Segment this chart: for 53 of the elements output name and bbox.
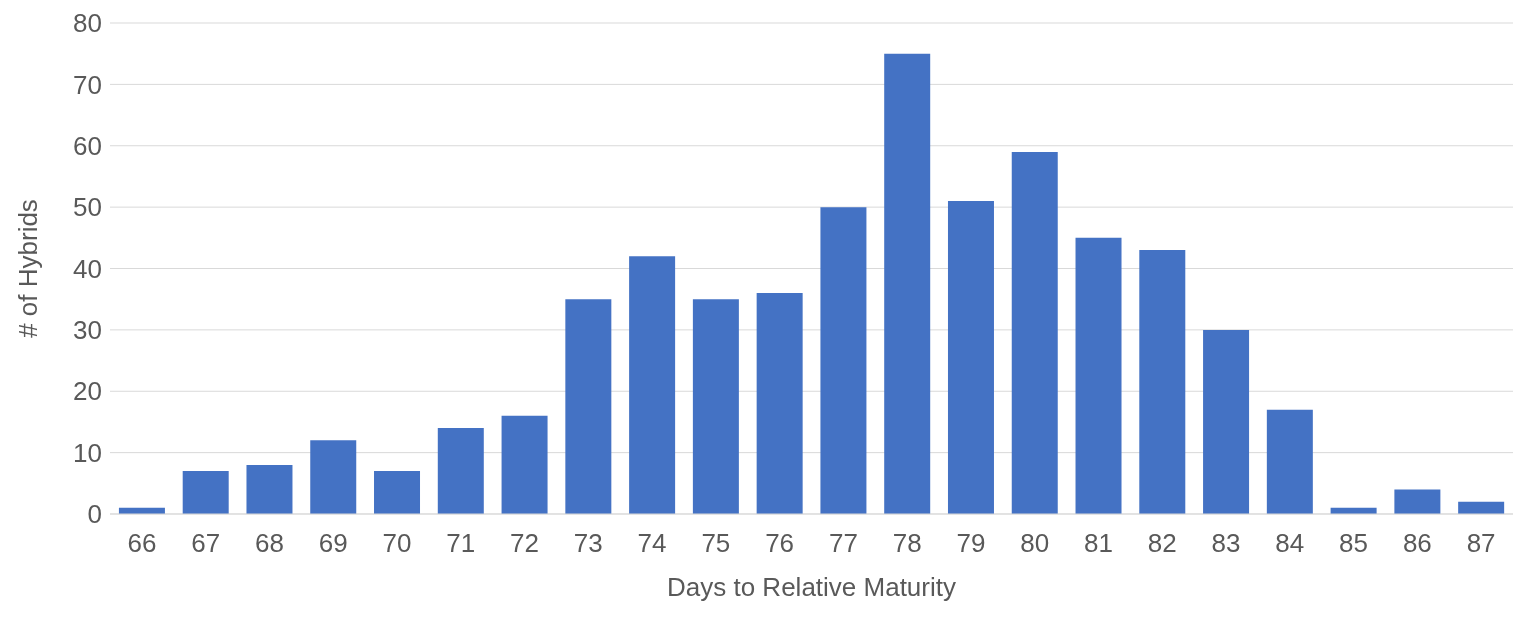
x-tick-label: 81 [1084,528,1113,559]
bar [1203,329,1250,514]
x-tick-label: 74 [637,528,667,559]
y-tick-label: 10 [73,437,102,468]
x-tick-label: 79 [956,528,986,559]
x-tick-label: 78 [892,528,922,559]
x-tick-label: 85 [1339,528,1369,559]
y-tick-label: 40 [73,253,102,284]
x-tick-label: 73 [573,528,603,559]
bar [1139,250,1186,514]
y-tick-label: 0 [87,499,102,530]
x-tick-label: 80 [1020,528,1050,559]
x-tick-label: 70 [382,528,412,559]
x-tick-label: 86 [1402,528,1432,559]
x-tick-label: 71 [446,528,476,559]
y-tick-label: 70 [73,69,102,100]
y-tick-label: 30 [73,315,102,346]
bar [1458,501,1505,514]
x-tick-label: 77 [828,528,858,559]
bar [565,299,612,514]
y-tick-label: 20 [73,376,102,407]
x-tick-label: 66 [127,528,157,559]
bar [182,471,229,514]
bar [310,440,357,514]
bar [501,415,548,514]
bar [820,207,867,514]
x-tick-label: 76 [765,528,795,559]
y-axis-title: # of Hybrids [13,199,44,338]
bar [1011,151,1058,514]
bar [437,428,484,514]
y-tick-label: 80 [73,8,102,39]
x-tick-label: 82 [1147,528,1177,559]
x-tick-label: 72 [510,528,539,559]
bar [692,299,739,514]
bar [246,464,293,514]
bar [756,293,803,514]
y-tick-label: 50 [73,192,102,223]
bar [884,53,931,514]
bar [629,256,676,514]
x-tick-label: 68 [254,528,284,559]
bar [1075,237,1122,514]
x-axis-title: Days to Relative Maturity [667,572,956,603]
x-tick-label: 84 [1275,528,1305,559]
bar [947,200,994,514]
y-tick-label: 60 [73,130,102,161]
x-tick-label: 67 [191,528,221,559]
x-tick-label: 87 [1466,528,1496,559]
bar [1394,489,1441,514]
x-tick-label: 83 [1211,528,1241,559]
x-tick-label: 69 [318,528,348,559]
x-tick-label: 75 [701,528,731,559]
bar [1266,409,1313,514]
bar [374,471,421,514]
